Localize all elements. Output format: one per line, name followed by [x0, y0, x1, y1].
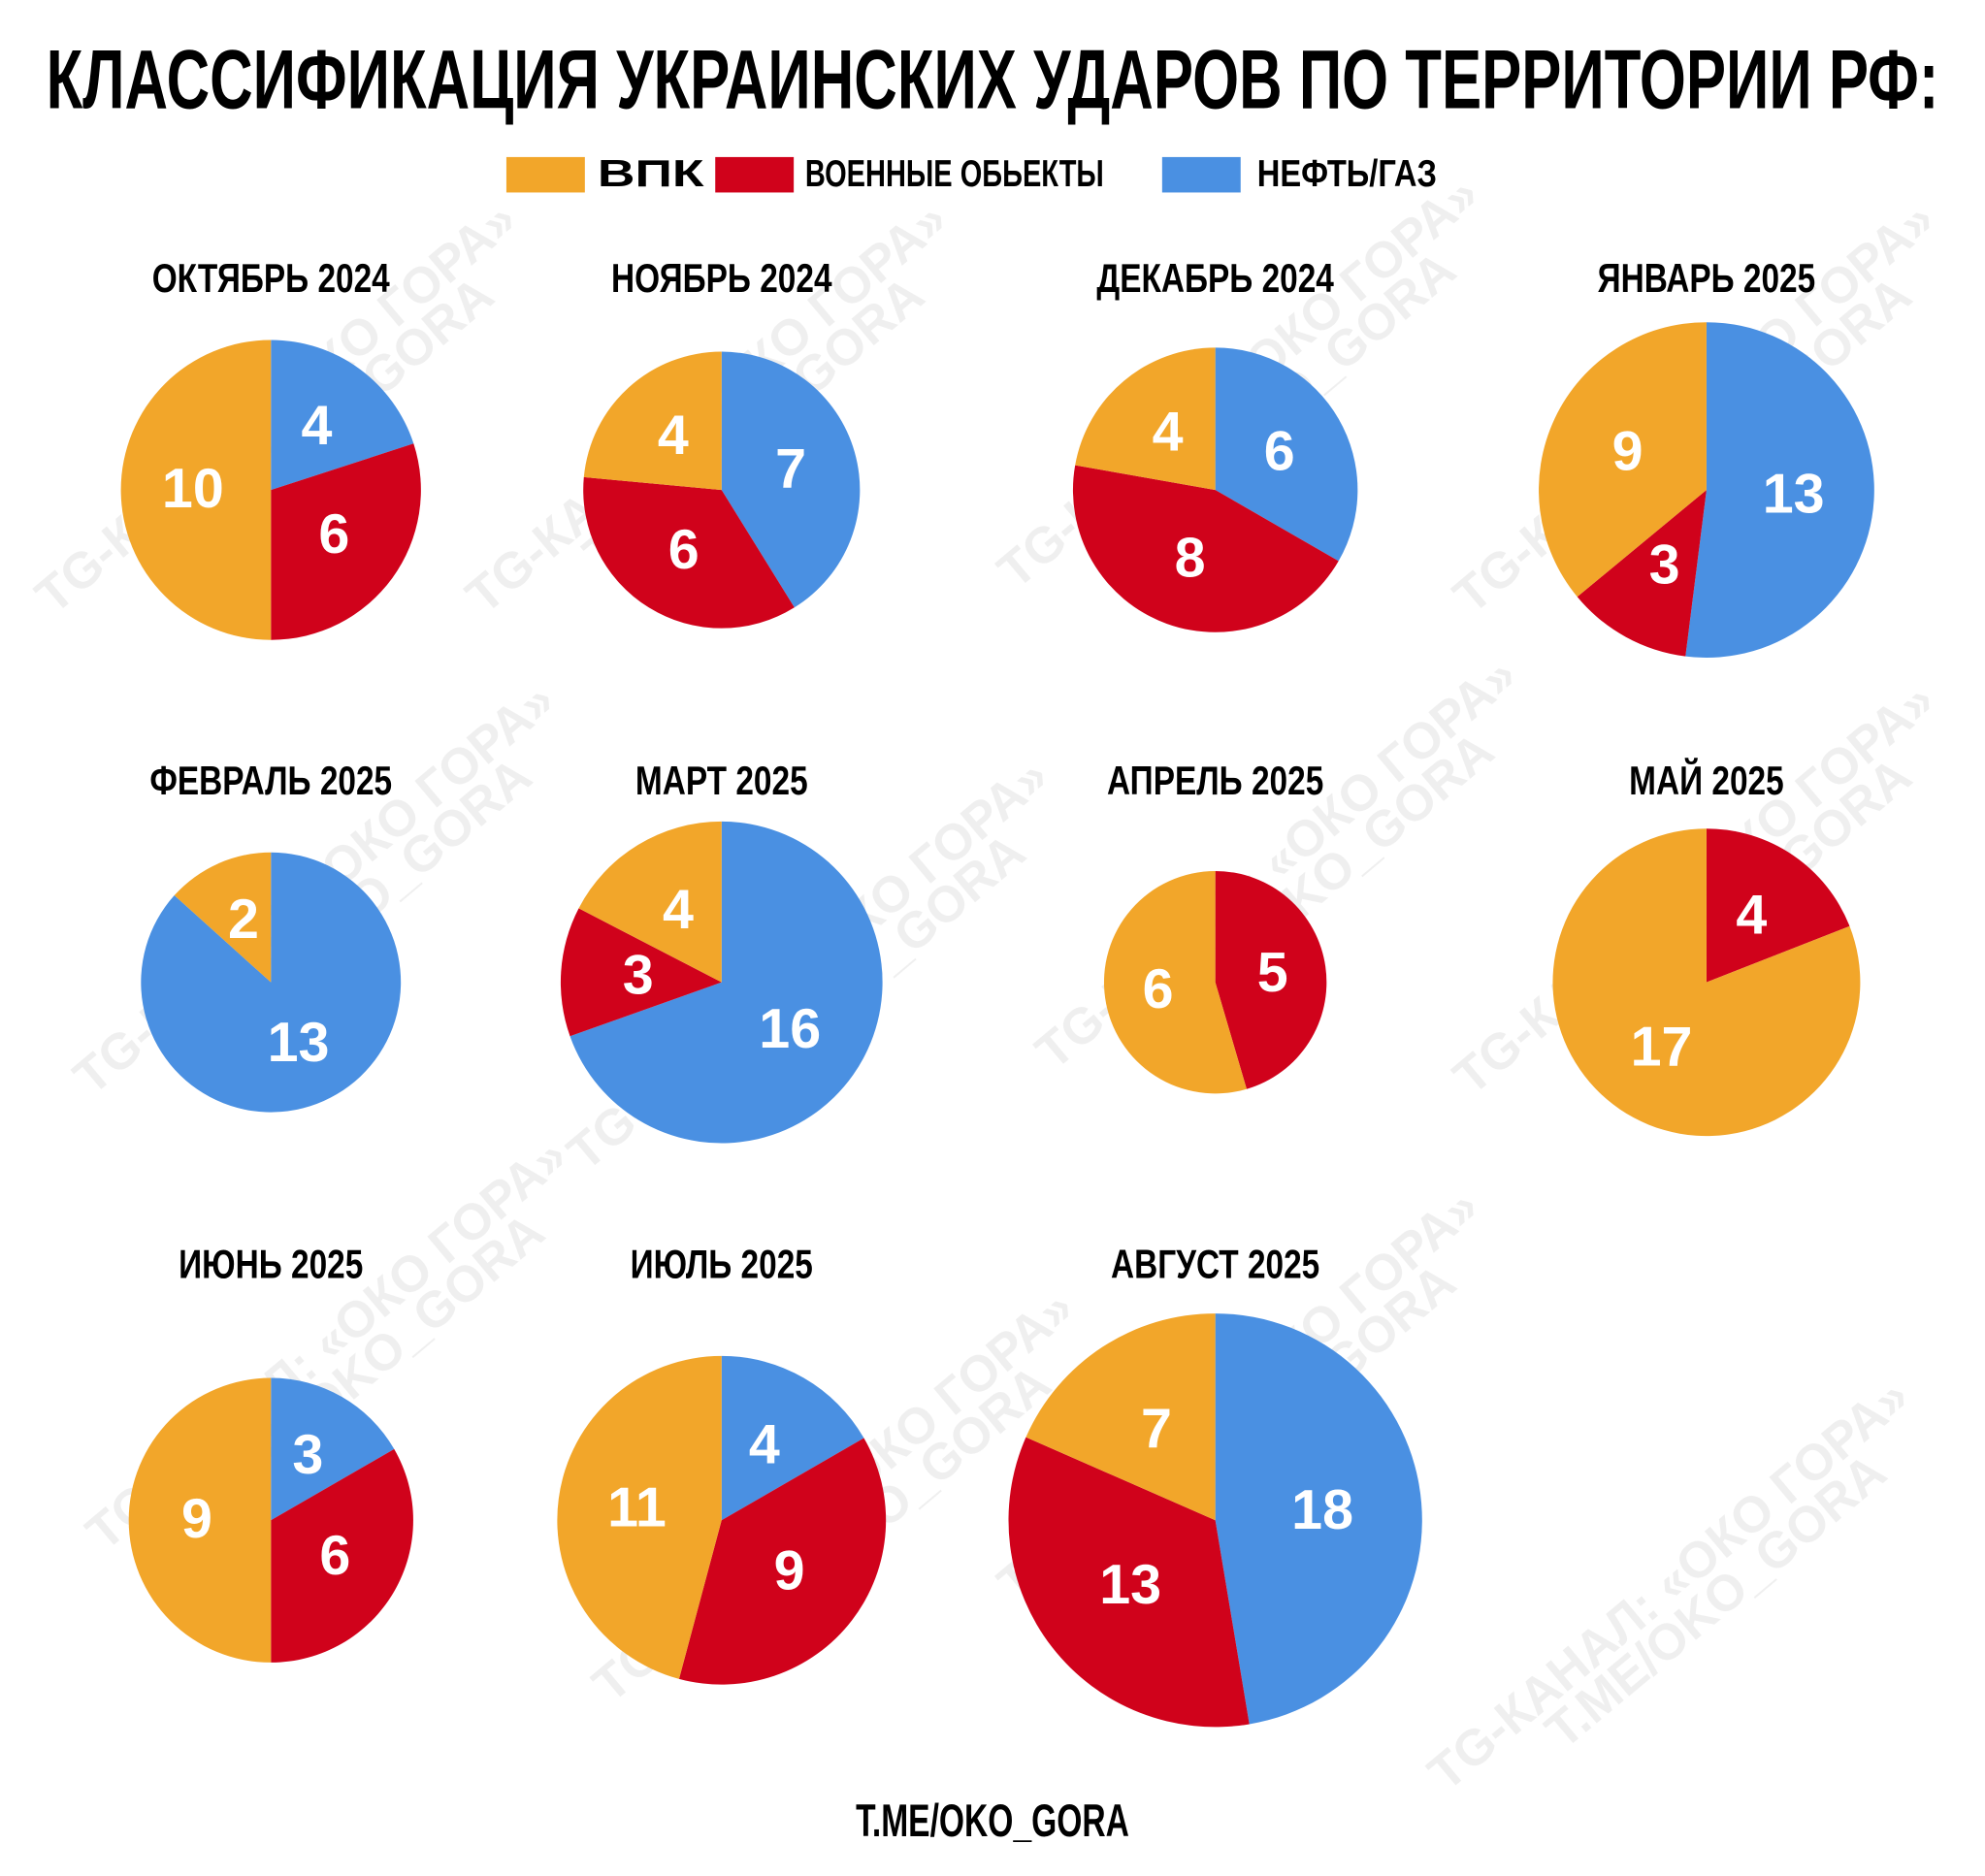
pie-slice	[678, 1438, 887, 1685]
pie-slice	[271, 1448, 413, 1663]
value-label: 13	[268, 1012, 330, 1074]
value-label: 6	[1143, 958, 1174, 1020]
pie-chart: ОКТЯБРЬ 2024 4 6 10	[120, 255, 421, 640]
value-label: 13	[1763, 464, 1825, 526]
value-label: 9	[1612, 421, 1643, 483]
pie-slice	[1706, 828, 1850, 983]
value-label: 6	[1264, 421, 1295, 483]
pie-slice	[560, 908, 722, 1037]
footer: T.ME/OKO_GORA	[856, 1795, 1129, 1846]
pie-slice	[1577, 490, 1707, 657]
value-label: 8	[1175, 528, 1206, 590]
pie-slice	[1025, 1313, 1216, 1521]
pie-chart: ИЮЛЬ 2025 4 9 11	[557, 1241, 887, 1685]
pie-slice	[1685, 322, 1874, 658]
pie-title: МАРТ 2025	[635, 758, 808, 803]
pie-slice	[578, 821, 722, 983]
value-label: 18	[1291, 1479, 1353, 1541]
pie-slice	[1552, 828, 1861, 1137]
value-label: 10	[162, 458, 224, 520]
pie-title: АВГУСТ 2025	[1111, 1241, 1319, 1286]
pie-chart: НОЯБРЬ 2024 7 6 4	[583, 255, 861, 629]
pie-slice	[721, 1355, 864, 1521]
value-label: 6	[319, 1525, 350, 1587]
pie-slice	[1008, 1437, 1250, 1728]
value-label: 4	[302, 395, 333, 457]
pie-chart: ФЕВРАЛЬ 2025 132	[141, 758, 402, 1113]
pie-slice	[120, 340, 272, 640]
legend-label: ВОЕННЫЕ ОБЬЕКТЫ	[805, 153, 1104, 195]
pie-chart: ДЕКАБРЬ 2024 68 4	[1072, 255, 1358, 632]
value-label: 13	[1099, 1554, 1161, 1616]
value-label: 4	[1736, 884, 1767, 946]
pie-slice	[271, 443, 421, 640]
pie-slice	[721, 351, 861, 608]
pie-slice	[1215, 347, 1358, 562]
pie-slice	[271, 340, 414, 491]
value-label: 7	[775, 438, 806, 501]
pie-slice	[128, 1377, 272, 1663]
value-label: 6	[318, 503, 349, 566]
pie-chart: ИЮНЬ 2025 3 6 9	[128, 1241, 413, 1663]
value-label: 3	[292, 1424, 323, 1486]
legend-swatch	[505, 156, 585, 193]
legend-swatch	[715, 156, 795, 193]
pie-chart: ЯНВАРЬ 2025 13 39	[1539, 255, 1874, 658]
pie-slice	[569, 821, 883, 1144]
pie-slice	[583, 476, 795, 629]
value-label: 4	[663, 879, 694, 941]
value-label: 4	[1153, 401, 1184, 463]
value-label: 6	[668, 519, 700, 581]
value-label: 11	[607, 1477, 667, 1539]
pie-slice	[141, 852, 402, 1113]
legend-label: ВПК	[598, 153, 704, 195]
pie-slice	[1215, 1313, 1422, 1725]
pie-slice	[557, 1355, 722, 1679]
value-label: 2	[228, 889, 259, 951]
legend-label: НЕФТЬ/ГАЗ	[1257, 153, 1437, 195]
legend: ВПК ВОЕННЫЕ ОБЬЕКТЫ НЕФТЬ/ГАЗ	[505, 153, 1437, 195]
pie-title: ОКТЯБРЬ 2024	[152, 255, 390, 301]
pie-slice	[583, 351, 722, 491]
pie-title: ИЮНЬ 2025	[179, 1241, 363, 1286]
pie-title: АПРЕЛЬ 2025	[1107, 758, 1323, 803]
legend-swatch	[1161, 156, 1241, 193]
value-label: 17	[1631, 1017, 1693, 1079]
main-title: КЛАССИФИКАЦИЯ УКРАИНСКИХ УДАРОВ ПО ТЕРРИ…	[47, 34, 1939, 127]
pie-title: ДЕКАБРЬ 2024	[1096, 255, 1333, 301]
pie-slice	[174, 852, 272, 983]
value-label: 5	[1257, 942, 1288, 1004]
value-label: 3	[623, 945, 654, 1007]
value-label: 3	[1649, 534, 1680, 597]
pie-slice	[1539, 322, 1707, 598]
value-label: 7	[1141, 1398, 1172, 1460]
pie-slice	[1072, 465, 1339, 632]
pie-slice	[1215, 870, 1327, 1089]
pie-slice	[1075, 347, 1216, 491]
pie-title: НОЯБРЬ 2024	[611, 255, 832, 301]
pie-chart: АПРЕЛЬ 2025 5 6	[1103, 758, 1327, 1094]
pie-slice	[1103, 870, 1247, 1094]
pie-chart: АВГУСТ 2025 18 13 7	[1008, 1241, 1422, 1728]
pie-title: ИЮЛЬ 2025	[631, 1241, 813, 1286]
value-label: 4	[658, 404, 689, 467]
pie-title: ЯНВАРЬ 2025	[1598, 255, 1816, 301]
pie-slice	[271, 1377, 395, 1521]
value-label: 4	[749, 1414, 780, 1476]
pie-chart: МАРТ 2025 16 34	[560, 758, 883, 1144]
value-label: 16	[759, 998, 821, 1060]
value-label: 9	[181, 1488, 212, 1550]
pie-title: МАЙ 2025	[1629, 757, 1784, 803]
pie-title: ФЕВРАЛЬ 2025	[149, 758, 392, 803]
value-label: 9	[774, 1540, 805, 1602]
pie-chart: МАЙ 2025 4 17	[1552, 757, 1861, 1137]
